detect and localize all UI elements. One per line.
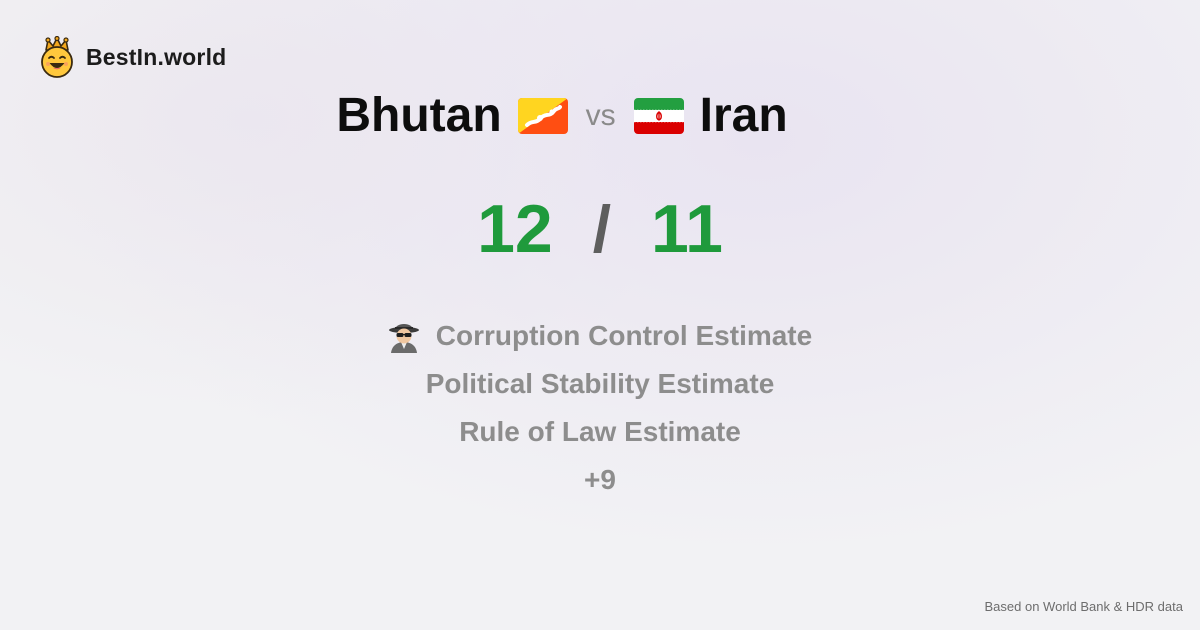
metric-label: Political Stability Estimate [425,368,775,399]
right-score: 11 [651,191,723,267]
metric-label: Corruption Control Estimate [435,320,813,351]
iran-flag-icon [633,97,684,134]
left-country-name: Bhutan [336,89,502,142]
metric-label: Rule of Law Estimate [459,416,741,447]
metric-political-stability: Political Stability Estimate [426,360,775,408]
brand[interactable]: BestIn.world [38,36,226,78]
metric-corruption-control: Corruption Control Estimate [388,312,812,360]
metric-more-count: +9 [584,456,616,504]
vs-label: vs [585,98,616,132]
comparison-title: Bhutan vs Iran [0,88,1124,143]
bhutan-flag-icon [517,97,568,134]
right-country-name: Iran [699,89,788,142]
score-separator: / [592,192,612,266]
brand-name: BestIn.world [86,43,227,70]
score-row: 12 / 11 [0,190,1200,268]
metrics-list: Corruption Control Estimate Political St… [0,312,1200,504]
spy-icon [388,324,419,353]
metric-rule-of-law: Rule of Law Estimate [459,408,741,456]
metric-label: +9 [584,464,616,495]
crowned-smiley-icon [41,36,73,78]
left-score: 12 [477,191,553,267]
data-source-note: Based on World Bank & HDR data [984,599,1183,614]
